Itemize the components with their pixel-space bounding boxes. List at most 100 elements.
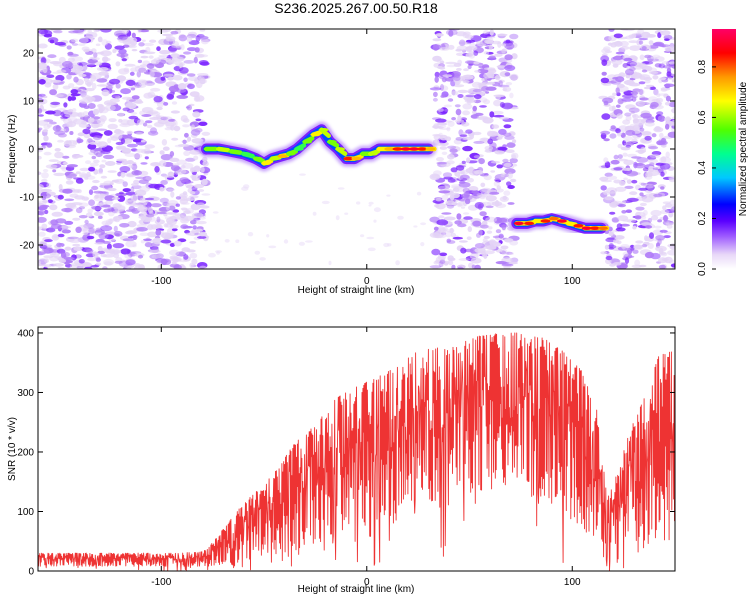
noise-blob — [420, 222, 427, 226]
noise-blob — [356, 201, 361, 205]
ridge-peak — [318, 128, 329, 132]
noise-blob — [621, 210, 627, 214]
snr-series-line — [38, 332, 675, 571]
noise-blob — [638, 187, 648, 191]
noise-blob — [130, 40, 138, 46]
noise-blob — [87, 143, 97, 150]
noise-blob — [89, 162, 99, 167]
noise-blob — [67, 236, 79, 240]
ridge-peak — [409, 147, 419, 151]
noise-blob — [507, 202, 515, 205]
noise-blob — [155, 229, 162, 236]
noise-blob — [466, 177, 474, 183]
noise-blob — [167, 76, 174, 81]
colorbar-tick-label: 0.0 — [697, 262, 708, 276]
noise-blob — [135, 132, 144, 135]
noise-blob — [184, 132, 189, 138]
noise-blob — [38, 29, 49, 35]
noise-blob — [653, 193, 663, 198]
noise-blob — [609, 211, 616, 215]
x-tick-label: 0 — [364, 577, 370, 588]
noise-blob — [504, 65, 516, 71]
noise-blob — [503, 162, 512, 168]
noise-blob — [72, 30, 84, 33]
noise-blob — [149, 39, 157, 43]
noise-blob — [494, 53, 503, 57]
noise-blob — [146, 83, 155, 86]
noise-blob — [151, 254, 162, 259]
noise-blob — [449, 227, 454, 234]
noise-blob — [163, 223, 169, 228]
noise-blob — [467, 88, 473, 94]
noise-blob — [648, 40, 654, 45]
noise-blob — [173, 125, 181, 132]
ridge-peak — [351, 156, 362, 161]
noise-blob — [38, 189, 48, 195]
noise-blob — [647, 185, 654, 191]
noise-blob — [600, 77, 610, 84]
noise-blob — [105, 40, 112, 45]
noise-blob — [64, 246, 72, 251]
noise-blob — [202, 161, 209, 167]
noise-blob — [189, 252, 198, 259]
noise-blob — [140, 162, 148, 165]
noise-blob — [125, 209, 137, 213]
noise-blob — [632, 249, 639, 254]
noise-blob — [134, 153, 141, 160]
noise-blob — [471, 190, 478, 194]
noise-blob — [609, 201, 620, 207]
colorbar-gradient — [712, 29, 736, 269]
noise-blob — [145, 120, 153, 124]
noise-blob — [487, 138, 494, 145]
noise-blob — [665, 123, 670, 130]
noise-blob — [464, 34, 474, 39]
noise-blob — [665, 151, 670, 158]
noise-blob — [616, 113, 623, 119]
noise-blob — [660, 30, 671, 36]
noise-blob — [49, 255, 59, 262]
noise-blob — [435, 118, 447, 123]
noise-blob — [625, 129, 636, 136]
noise-blob — [641, 69, 648, 73]
noise-blob — [477, 194, 489, 198]
noise-blob — [434, 76, 439, 83]
noise-blob — [619, 40, 629, 47]
noise-blob — [170, 53, 180, 58]
noise-blob — [454, 171, 461, 177]
noise-blob — [122, 148, 132, 153]
noise-blob — [480, 92, 485, 97]
noise-blob — [46, 74, 55, 78]
noise-blob — [654, 63, 662, 68]
noise-blob — [138, 80, 148, 86]
noise-blob — [648, 181, 657, 186]
noise-blob — [457, 89, 469, 94]
noise-blob — [299, 173, 306, 176]
noise-blob — [140, 64, 148, 67]
noise-blob — [612, 63, 619, 68]
noise-blob — [177, 83, 187, 90]
noise-blob — [468, 186, 479, 192]
noise-blob — [171, 44, 182, 48]
noise-blob — [657, 32, 662, 39]
noise-blob — [629, 45, 641, 51]
ridge-peak — [269, 156, 280, 161]
noise-blob — [461, 122, 470, 127]
noise-blob — [64, 220, 74, 225]
noise-blob — [123, 138, 133, 144]
noise-blob — [623, 57, 633, 62]
noise-blob — [164, 121, 177, 127]
noise-blob — [460, 206, 466, 209]
noise-blob — [647, 217, 653, 223]
noise-blob — [131, 48, 138, 52]
noise-blob — [128, 252, 133, 258]
noise-blob — [193, 56, 198, 64]
noise-blob — [111, 197, 121, 200]
noise-blob — [503, 124, 512, 129]
noise-blob — [212, 211, 219, 214]
noise-blob — [480, 224, 489, 229]
noise-blob — [79, 37, 89, 44]
noise-blob — [459, 240, 468, 243]
noise-blob — [506, 142, 516, 148]
noise-blob — [172, 74, 183, 81]
noise-blob — [631, 96, 637, 102]
